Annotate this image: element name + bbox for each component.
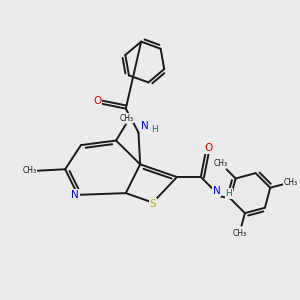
Text: CH₃: CH₃ (284, 178, 298, 187)
Text: H: H (151, 124, 158, 134)
Text: H: H (225, 189, 232, 198)
Text: CH₃: CH₃ (213, 159, 227, 168)
Text: CH₃: CH₃ (232, 230, 246, 238)
Text: O: O (205, 143, 213, 153)
Text: N: N (213, 186, 220, 196)
Text: CH₃: CH₃ (23, 166, 37, 175)
Text: N: N (71, 190, 79, 200)
Text: O: O (93, 96, 101, 106)
Text: S: S (149, 199, 156, 209)
Text: N: N (141, 121, 148, 131)
Text: CH₃: CH₃ (119, 114, 134, 123)
